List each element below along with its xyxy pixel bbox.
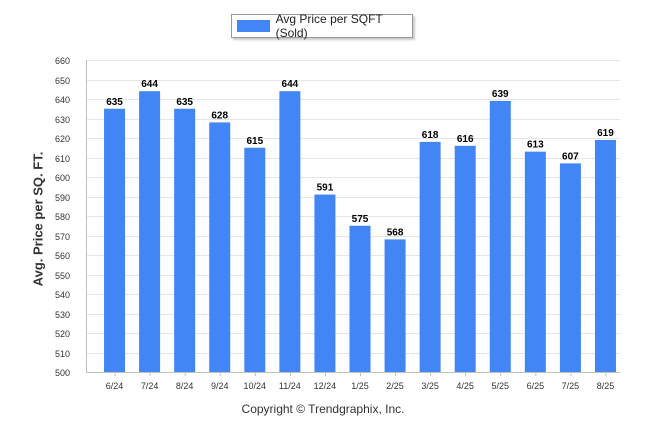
- y-tick-label: 540: [55, 290, 70, 300]
- x-tick-label: 8/25: [597, 381, 615, 391]
- bar: [594, 139, 616, 372]
- bar: [314, 194, 336, 372]
- y-tick-label: 650: [55, 76, 70, 86]
- x-tick-label: 10/24: [244, 381, 267, 391]
- data-label: 619: [597, 128, 614, 139]
- bar: [279, 91, 301, 372]
- data-label: 628: [211, 110, 228, 121]
- legend-label: Avg Price per SQFT (Sold): [275, 12, 383, 40]
- x-tick-label: 9/24: [211, 381, 229, 391]
- x-tick-label: 7/25: [562, 381, 580, 391]
- bar: [174, 108, 196, 372]
- y-axis-label: Avg. Price per SQ. FT.: [30, 151, 46, 287]
- x-tick-label: 1/25: [351, 381, 369, 391]
- y-tick-label: 630: [55, 115, 70, 125]
- y-tick-label: 530: [55, 310, 70, 320]
- bar: [349, 225, 371, 372]
- legend-swatch: [237, 20, 270, 32]
- data-label: 644: [141, 79, 158, 90]
- bar: [419, 141, 441, 372]
- data-label: 607: [562, 151, 579, 162]
- data-label: 613: [527, 140, 544, 151]
- bar: [454, 145, 476, 372]
- data-label: 616: [457, 134, 474, 145]
- y-tick-label: 520: [55, 329, 70, 339]
- y-tick-label: 590: [55, 193, 70, 203]
- y-tick-label: 560: [55, 251, 70, 261]
- bar: [244, 147, 266, 372]
- x-tick-label: 8/24: [176, 381, 194, 391]
- x-tick-label: 12/24: [314, 381, 337, 391]
- bar: [559, 163, 581, 372]
- data-label: 644: [282, 79, 299, 90]
- data-label: 568: [387, 227, 404, 238]
- y-tick-label: 610: [55, 154, 70, 164]
- y-tick-label: 660: [55, 56, 70, 66]
- x-tick-label: 6/25: [527, 381, 545, 391]
- data-label: 618: [422, 130, 439, 141]
- x-tick-label: 2/25: [386, 381, 404, 391]
- data-label: 575: [352, 214, 369, 225]
- y-tick-label: 570: [55, 232, 70, 242]
- data-label: 635: [176, 97, 193, 108]
- data-label: 639: [492, 89, 509, 100]
- y-tick-label: 580: [55, 212, 70, 222]
- bar: [139, 91, 161, 372]
- x-tick-label: 4/25: [456, 381, 474, 391]
- x-tick-label: 11/24: [279, 381, 301, 391]
- x-tick-label: 7/24: [141, 381, 159, 391]
- bar: [524, 151, 546, 372]
- y-tick-label: 500: [55, 368, 70, 378]
- data-label: 635: [106, 97, 123, 108]
- y-tick-label: 620: [55, 134, 70, 144]
- x-tick-label: 5/25: [492, 381, 510, 391]
- bar: [209, 122, 231, 373]
- x-tick-label: 6/24: [106, 381, 124, 391]
- y-tick-label: 510: [55, 349, 70, 359]
- bar: [104, 108, 126, 372]
- data-label: 615: [246, 136, 263, 147]
- y-tick-label: 640: [55, 95, 70, 105]
- bar: [384, 239, 406, 372]
- chart-legend: Avg Price per SQFT (Sold): [231, 12, 413, 40]
- y-tick-label: 600: [55, 173, 70, 183]
- y-tick-label: 550: [55, 271, 70, 281]
- x-tick-label: 3/25: [421, 381, 439, 391]
- bar: [489, 100, 511, 372]
- copyright-footer: Copyright © Trendgraphix, Inc.: [241, 402, 405, 416]
- data-label: 591: [317, 183, 334, 194]
